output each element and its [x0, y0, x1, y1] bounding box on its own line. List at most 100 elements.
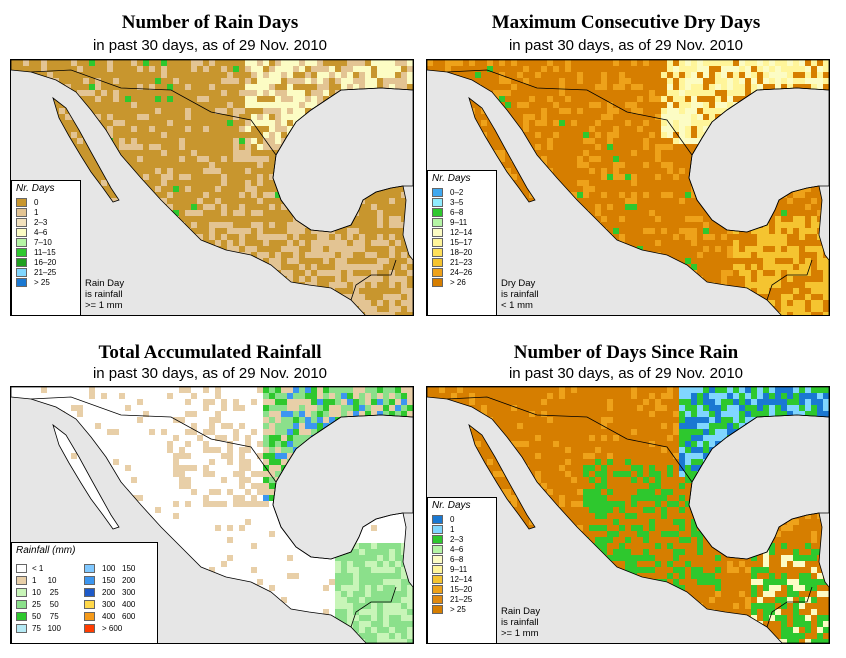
legend-label: 0 [34, 198, 39, 207]
legend-label: 300 400 [102, 600, 136, 609]
legend-label: 2–3 [34, 218, 48, 227]
legend-swatch [432, 188, 443, 197]
legend-swatch [16, 600, 27, 609]
legend-label: > 600 [102, 624, 123, 633]
legend-label: 3–5 [450, 198, 464, 207]
legend-label: 400 600 [102, 612, 136, 621]
legend-label: 9–11 [450, 565, 468, 574]
legend-swatch [16, 278, 27, 287]
legend-swatch [432, 555, 443, 564]
legend-note: Dry Day [501, 278, 536, 289]
legend-label: 6–8 [450, 208, 464, 217]
legend-swatch [16, 238, 27, 247]
legend-swatch [16, 268, 27, 277]
panel-subtitle: in past 30 days, as of 29 Nov. 2010 [92, 365, 328, 382]
legend-swatch [432, 575, 443, 584]
legend-label: 15–17 [450, 238, 473, 247]
panel-title: Number of Days Since Rain [513, 342, 739, 363]
legend-swatch [16, 258, 27, 267]
legend-label: 1 [34, 208, 39, 217]
legend-label: 200 300 [102, 588, 136, 597]
panel-subtitle: in past 30 days, as of 29 Nov. 2010 [508, 37, 744, 54]
legend-swatch [432, 605, 443, 614]
legend-title: Nr. Days [432, 500, 471, 511]
legend-label: 2–3 [450, 535, 464, 544]
legend-label: 12–14 [450, 228, 473, 237]
legend-label: 12–14 [450, 575, 473, 584]
legend-swatch [16, 248, 27, 257]
legend-note: >= 1 mm [85, 300, 123, 311]
map-dry-days: Nr. Days 0–2 3–5 6–8 9–11 12–14 15–17 18–20 21–2… [426, 59, 830, 316]
legend-swatch [432, 515, 443, 524]
legend-label: > 25 [450, 605, 466, 614]
legend-swatch [432, 565, 443, 574]
legend-swatch [432, 535, 443, 544]
legend-swatch [84, 588, 95, 597]
mexico-map [11, 387, 413, 643]
legend-swatch [16, 228, 27, 237]
legend-swatch [432, 585, 443, 594]
legend-swatch [16, 208, 27, 217]
legend-swatch [84, 612, 95, 621]
map-days-since-rain: Nr. Days 0 1 2–3 4–6 6–8 9–11 12–14 15–20 21–25 > … [426, 386, 830, 644]
legend: Rainfall (mm) < 1 1 10 10 25 25 50 50 75 75 10… [11, 542, 158, 643]
legend-swatch [432, 208, 443, 217]
legend-swatch [432, 525, 443, 534]
legend-label: 1 10 [32, 576, 57, 585]
panel-subtitle: in past 30 days, as of 29 Nov. 2010 [92, 37, 328, 54]
legend-swatch [432, 258, 443, 267]
map-rainfall: Rainfall (mm) < 1 1 10 10 25 25 50 50 75 75 10… [10, 386, 414, 644]
legend-note: is rainfall [85, 289, 123, 300]
legend-label: 1 [450, 525, 455, 534]
legend-swatch [16, 198, 27, 207]
legend-swatch [84, 564, 95, 573]
legend-swatch [432, 268, 443, 277]
legend-swatch [432, 238, 443, 247]
legend-label: 21–25 [450, 595, 473, 604]
legend-note: Rain Day [85, 278, 125, 289]
legend-swatch [84, 576, 95, 585]
legend-swatch [432, 218, 443, 227]
legend-swatch [16, 564, 27, 573]
legend-label: 75 100 [32, 624, 61, 633]
legend-label: 21–23 [450, 258, 473, 267]
legend-title: Nr. Days [432, 173, 471, 184]
legend-label: 15–20 [450, 585, 473, 594]
legend-label: 11–15 [34, 248, 56, 257]
legend-label: 7–10 [34, 238, 52, 247]
legend-note: is rainfall [501, 289, 539, 300]
legend-swatch [432, 545, 443, 554]
legend-label: 9–11 [450, 218, 468, 227]
legend-label: 4–6 [450, 545, 464, 554]
legend-label: 0 [450, 515, 455, 524]
legend-label: 16–20 [34, 258, 57, 267]
legend-note: Rain Day [501, 606, 541, 617]
legend-swatch [432, 595, 443, 604]
legend-title: Rainfall (mm) [16, 545, 76, 556]
map-rain-days: Nr. Days 0 1 2–3 4–6 7–10 11–15 16–20 21–25 > 25 … [10, 59, 414, 316]
panel-subtitle: in past 30 days, as of 29 Nov. 2010 [508, 365, 744, 382]
legend-label: 4–6 [34, 228, 48, 237]
legend-swatch [16, 218, 27, 227]
legend-label: 24–26 [450, 268, 473, 277]
legend-label: 25 50 [32, 600, 59, 609]
legend-label: > 26 [450, 278, 466, 287]
legend-label: 100 150 [102, 564, 136, 573]
legend-label: 50 75 [32, 612, 59, 621]
legend-label: 6–8 [450, 555, 464, 564]
legend-label: 10 25 [32, 588, 59, 597]
legend-swatch [432, 248, 443, 257]
legend-label: 21–25 [34, 268, 57, 277]
legend-swatch [16, 588, 27, 597]
legend-swatch [16, 576, 27, 585]
legend-swatch [84, 600, 95, 609]
panel-title: Total Accumulated Rainfall [98, 342, 322, 363]
legend-swatch [84, 624, 95, 633]
legend-note: >= 1 mm [501, 628, 539, 639]
legend-swatch [432, 228, 443, 237]
legend: Nr. Days 0 1 2–3 4–6 7–10 11–15 16–20 21–25 > 25 [11, 180, 81, 315]
legend-label: 150 200 [102, 576, 136, 585]
legend-label: 18–20 [450, 248, 473, 257]
panel-title: Number of Rain Days [121, 12, 299, 33]
legend-label: < 1 [32, 564, 44, 573]
